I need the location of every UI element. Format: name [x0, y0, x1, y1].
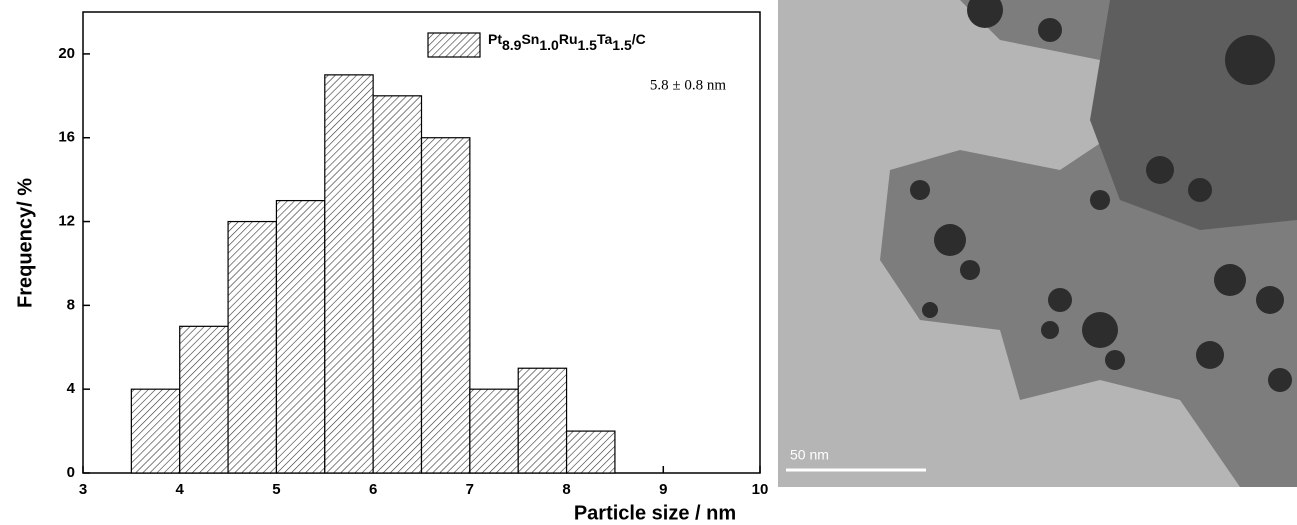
y-tick-label: 4	[67, 380, 76, 397]
y-tick-label: 0	[67, 464, 75, 481]
legend-label: Pt8.9Sn1.0Ru1.5Ta1.5/C	[488, 31, 646, 53]
bar	[130, 388, 181, 474]
annotation: 5.8 ± 0.8 nm	[650, 77, 726, 93]
x-tick-label: 5	[272, 481, 280, 498]
bar	[372, 95, 423, 474]
bar	[179, 325, 229, 474]
x-tick-label: 8	[562, 481, 570, 498]
bar	[517, 367, 568, 474]
tem-image: 50 nm	[778, 0, 1297, 487]
x-tick-label: 10	[752, 481, 769, 498]
bar	[227, 220, 278, 474]
bar	[420, 137, 471, 474]
scale-bar-label: 50 nm	[790, 447, 829, 463]
bar	[275, 199, 326, 474]
x-axis-label: Particle size / nm	[574, 502, 736, 524]
bar	[469, 388, 519, 474]
x-tick-label: 4	[176, 481, 185, 498]
y-tick-label: 16	[58, 129, 75, 146]
y-tick-label: 8	[67, 296, 75, 313]
x-tick-label: 7	[466, 481, 474, 498]
bar	[565, 430, 616, 474]
bar	[324, 74, 374, 474]
y-tick-label: 12	[58, 213, 75, 230]
x-tick-label: 3	[79, 481, 87, 498]
x-tick-label: 9	[659, 481, 667, 498]
y-tick-label: 20	[58, 45, 75, 62]
y-axis-label: Frequency/ %	[14, 178, 36, 308]
legend-swatch	[427, 32, 481, 58]
x-tick-label: 6	[369, 481, 377, 498]
